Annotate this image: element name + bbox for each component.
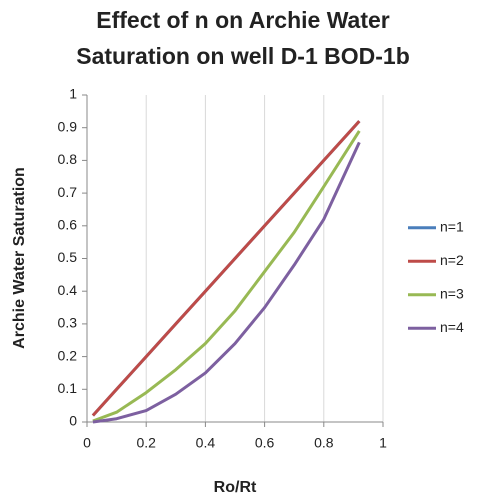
y-tick-label: 0.6: [58, 217, 78, 233]
y-tick-label: 0.9: [58, 118, 78, 134]
x-tick-label: 1: [379, 435, 387, 451]
chart-title: Effect of n on Archie Water: [96, 7, 390, 33]
y-tick-label: 0.5: [58, 249, 78, 265]
legend-label: n=1: [440, 218, 464, 234]
y-tick-label: 0: [69, 413, 77, 429]
y-tick-label: 0.8: [58, 151, 78, 167]
y-tick-label: 0.3: [58, 315, 78, 331]
series-line: [92, 130, 361, 423]
y-tick-label: 0.1: [58, 380, 78, 396]
x-tick-label: 0: [83, 435, 91, 451]
x-tick-label: 0.4: [196, 435, 216, 451]
x-axis-title: Ro/Rt: [214, 479, 257, 496]
x-tick-label: 0.6: [255, 435, 275, 451]
x-tick-label: 0.8: [314, 435, 334, 451]
series-line: [91, 120, 361, 417]
chart-title: Saturation on well D-1 BOD-1b: [76, 43, 410, 69]
y-tick-label: 0.2: [58, 347, 78, 363]
series-line: [92, 141, 361, 424]
y-axis-title: Archie Water Saturation: [11, 167, 28, 349]
y-tick-label: 0.4: [58, 282, 78, 298]
legend-label: n=2: [440, 252, 464, 268]
y-tick-label: 1: [69, 86, 77, 102]
x-tick-label: 0.2: [136, 435, 156, 451]
legend-label: n=3: [440, 285, 464, 301]
legend-label: n=4: [440, 319, 464, 335]
y-tick-label: 0.7: [58, 184, 78, 200]
